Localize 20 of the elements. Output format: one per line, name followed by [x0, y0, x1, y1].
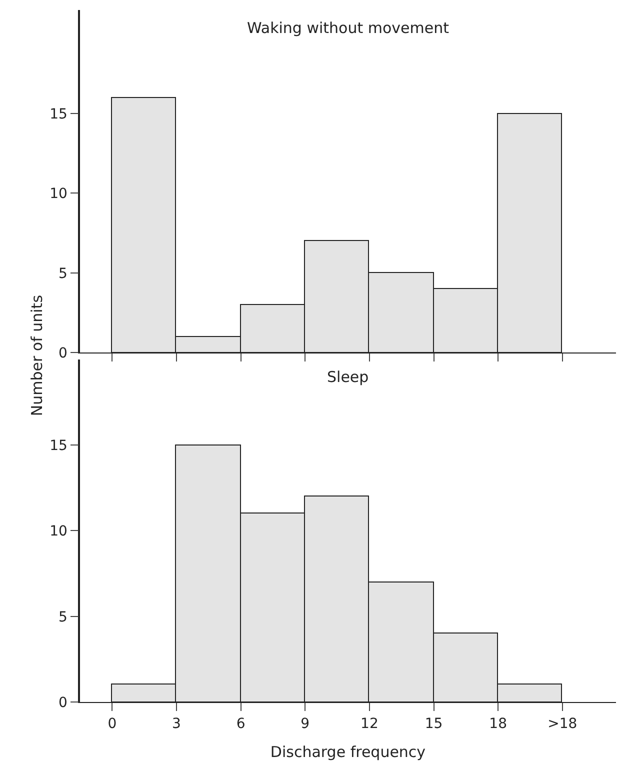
- x-tick-label: 0: [108, 716, 117, 732]
- x-tick-label: 12: [360, 716, 378, 732]
- text: Sleep: [327, 368, 369, 386]
- y-tick-label: 15: [50, 106, 68, 122]
- y-tick-label: 15: [50, 438, 68, 454]
- x-axis-title: Discharge frequency: [270, 742, 426, 761]
- x-tick-label: 6: [236, 716, 246, 732]
- y-tick-label: 0: [58, 694, 68, 711]
- y-tick-label: 10: [50, 524, 68, 540]
- x-tick-label: 15: [424, 716, 443, 732]
- x-tick-label: >18: [548, 716, 578, 732]
- y-tick-label: 5: [58, 609, 68, 626]
- x-tick-label: 9: [300, 716, 310, 732]
- y-axis-title: Number of units: [28, 294, 46, 416]
- y-tick-label: 0: [58, 345, 68, 362]
- x-tick-label: 18: [489, 716, 507, 732]
- y-tick-label: 10: [50, 186, 68, 202]
- y-tick-label: 5: [58, 266, 68, 282]
- text: Waking without movement: [247, 19, 450, 37]
- x-tick-label: 3: [172, 716, 181, 732]
